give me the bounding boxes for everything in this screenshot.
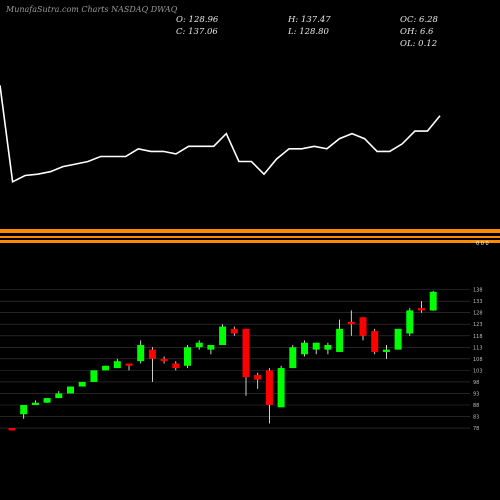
chart-title: MunafaSutra.com Charts NASDAQ DWAQ <box>6 5 178 14</box>
candle-body <box>31 402 39 405</box>
candle-body <box>418 308 425 311</box>
candle-body <box>160 358 168 362</box>
y-tick-label: 83 <box>473 415 479 421</box>
candle-body <box>242 328 250 378</box>
stat-close: C: 137.06 <box>176 27 218 37</box>
candle-body <box>429 291 437 311</box>
candle-body <box>277 368 285 408</box>
stat-low: L: 128.80 <box>288 27 329 37</box>
y-tick-label: 103 <box>473 368 483 374</box>
candle-body <box>148 349 156 359</box>
candle-body <box>312 342 320 350</box>
y-tick-label: 113 <box>473 345 483 351</box>
band-label: 0 0 0 <box>476 241 489 247</box>
candle-body <box>359 317 367 336</box>
stat-ol: OL: 0.12 <box>400 39 438 49</box>
candle-body <box>78 381 86 387</box>
band-line-bottom <box>0 238 500 240</box>
y-tick-label: 138 <box>473 288 483 294</box>
candle-body <box>254 375 262 380</box>
stat-high: H: 137.47 <box>288 15 331 25</box>
candle-body <box>336 328 344 352</box>
y-tick-label: 88 <box>473 403 479 409</box>
y-tick-label: 133 <box>473 299 483 305</box>
candle-body <box>265 370 273 405</box>
stat-open: O: 128.96 <box>176 15 219 25</box>
candle-body <box>172 363 180 369</box>
y-tick-label: 123 <box>473 322 483 328</box>
chart-header: MunafaSutra.com Charts NASDAQ DWAQ O: 12… <box>0 0 500 60</box>
stat-oc: OC: 6.28 <box>400 15 438 25</box>
candle-body <box>207 345 215 350</box>
candle-body <box>289 347 297 369</box>
candle-body <box>8 428 16 431</box>
candle-body <box>230 328 238 334</box>
candle-body <box>55 393 63 399</box>
candle-body <box>67 386 74 394</box>
candle-body <box>219 326 227 345</box>
y-tick-label: 128 <box>473 311 483 317</box>
candle-body <box>137 345 145 362</box>
candle-body <box>347 321 355 325</box>
candle-body <box>195 342 203 348</box>
y-tick-label: 78 <box>473 426 479 432</box>
candle-body <box>113 361 121 369</box>
candle-body <box>20 405 28 415</box>
candle-body <box>382 349 390 352</box>
stat-oh: OH: 6.6 <box>400 27 434 37</box>
candle-body <box>43 398 51 403</box>
candle-body <box>406 310 414 334</box>
candle-body <box>125 363 133 366</box>
y-tick-label: 93 <box>473 391 479 397</box>
candle-body <box>371 331 379 352</box>
y-tick-label: 98 <box>473 380 479 386</box>
candle-body <box>324 345 332 350</box>
candle-body <box>184 347 191 366</box>
candle-body <box>301 342 308 355</box>
candle-body <box>102 365 110 371</box>
price-line <box>0 85 441 184</box>
candle-body <box>90 370 98 382</box>
band-line-top <box>0 233 500 236</box>
candle-body <box>394 328 402 350</box>
y-tick-label: 108 <box>473 357 483 363</box>
y-tick-label: 118 <box>473 334 483 340</box>
